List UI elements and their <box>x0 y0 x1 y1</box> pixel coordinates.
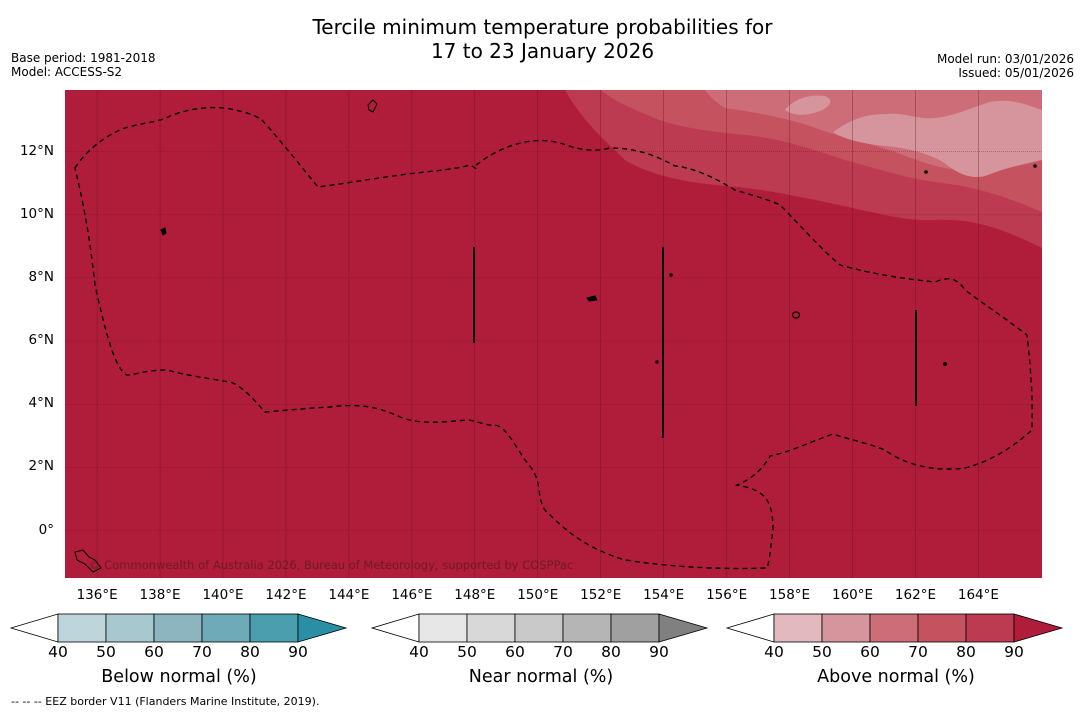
colorbar-tick-near: 70 <box>553 643 573 661</box>
island-dot-d <box>924 170 928 174</box>
colorbar-segment <box>418 613 468 643</box>
colorbar-tick-above: 50 <box>812 643 832 661</box>
colorbar-max-extend <box>1013 613 1064 643</box>
colorbar-tick-near: 90 <box>649 643 669 661</box>
colorbar-tick-above: 80 <box>956 643 976 661</box>
eez-footnote: -- -- -- EEZ border V11 (Flanders Marine… <box>11 695 320 708</box>
issued-date: Issued: 05/01/2026 <box>958 66 1074 80</box>
lon-label: 136°E <box>76 587 118 603</box>
chart-title-line1: Tercile minimum temperature probabilitie… <box>312 15 773 39</box>
island-dot-a <box>943 362 947 366</box>
lon-label: 164°E <box>957 587 999 603</box>
lat-label: 10°N <box>19 205 54 222</box>
colorbar-segment <box>917 613 967 643</box>
lon-label: 142°E <box>265 587 307 603</box>
colorbar-above <box>726 613 1064 643</box>
colorbar-tick-below: 90 <box>288 643 308 661</box>
lon-label: 152°E <box>580 587 622 603</box>
colorbar-segment <box>869 613 919 643</box>
map-gridlines <box>65 90 1042 578</box>
meta-left: Base period: 1981-2018 Model: ACCESS-S2 <box>11 51 156 79</box>
lat-label: 2°N <box>28 458 54 475</box>
colorbar-tick-below: 50 <box>96 643 116 661</box>
colorbar-tick-above: 90 <box>1004 643 1024 661</box>
colorbar-tick-below: 40 <box>48 643 68 661</box>
island-southwest <box>74 549 102 573</box>
lon-label: 158°E <box>769 587 811 603</box>
colorbar-segment <box>249 613 299 643</box>
lon-label: 138°E <box>139 587 181 603</box>
colorbar-max-extend <box>658 613 709 643</box>
lon-label: 156°E <box>706 587 748 603</box>
lon-label: 160°E <box>831 587 874 603</box>
map-copyright: © Commonwealth of Australia 2026, Bureau… <box>89 558 574 572</box>
eez-border <box>74 106 1033 570</box>
lon-label: 154°E <box>643 587 685 603</box>
colorbar-segment <box>201 613 251 643</box>
colorbar-min-extend <box>10 613 59 643</box>
zone-above-50 <box>833 100 1042 178</box>
lon-label: 162°E <box>894 587 936 603</box>
colorbar-tick-near: 50 <box>457 643 477 661</box>
colorbar-tick-below: 80 <box>240 643 260 661</box>
model-name: Model: ACCESS-S2 <box>11 65 123 79</box>
lon-label: 146°E <box>391 587 433 603</box>
colorbar-segment <box>153 613 203 643</box>
zone-above-50-top <box>785 95 831 115</box>
colorbar-label-near: Near normal (%) <box>468 667 614 687</box>
colorbar-tick-near: 80 <box>601 643 621 661</box>
base-period: Base period: 1981-2018 <box>11 51 156 65</box>
island-dot-c <box>1033 164 1037 168</box>
colorbar-label-below: Below normal (%) <box>101 667 257 687</box>
island-ring <box>791 311 801 319</box>
colorbar-near <box>371 613 709 643</box>
lon-label: 150°E <box>517 587 559 603</box>
lon-label: 140°E <box>202 587 244 603</box>
colorbar-segment <box>773 613 823 643</box>
colorbar-tick-below: 60 <box>144 643 164 661</box>
colorbar-segment <box>610 613 660 643</box>
colorbar-segment <box>821 613 871 643</box>
colorbar-tick-above: 60 <box>860 643 880 661</box>
colorbar-label-above: Above normal (%) <box>817 667 975 687</box>
colorbar-segment <box>562 613 612 643</box>
island-dot-b <box>655 360 659 364</box>
colorbar-segment <box>57 613 107 643</box>
island-small-b <box>586 295 598 302</box>
island-small-a <box>160 227 167 236</box>
lat-label: 12°N <box>19 142 54 159</box>
colorbar-segment <box>105 613 155 643</box>
model-run-date: Model run: 03/01/2026 <box>936 52 1074 66</box>
colorbar-min-extend <box>726 613 775 643</box>
colorbar-tick-above: 70 <box>908 643 928 661</box>
probability-map <box>65 90 1042 578</box>
colorbar-max-extend <box>297 613 348 643</box>
colorbar-segment <box>514 613 564 643</box>
colorbar-segment <box>466 613 516 643</box>
colorbar-tick-near: 60 <box>505 643 525 661</box>
island-north <box>367 99 378 113</box>
lat-label: 0° <box>38 521 54 538</box>
colorbar-below <box>10 613 348 643</box>
colorbar-segment <box>965 613 1015 643</box>
colorbar-tick-above: 40 <box>764 643 784 661</box>
meta-right: Model run: 03/01/2026 Issued: 05/01/2026 <box>937 52 1074 80</box>
lon-label: 144°E <box>328 587 370 603</box>
chart-title-line2: 17 to 23 January 2026 <box>430 39 655 63</box>
island-dot-e <box>669 273 673 277</box>
colorbar-tick-near: 40 <box>409 643 429 661</box>
colorbar-min-extend <box>371 613 420 643</box>
lon-label: 148°E <box>454 587 496 603</box>
lat-label: 6°N <box>28 332 54 349</box>
island-marks <box>74 99 1037 573</box>
colorbar-tick-below: 70 <box>192 643 212 661</box>
lat-label: 4°N <box>28 395 54 412</box>
lat-label: 8°N <box>28 268 54 285</box>
